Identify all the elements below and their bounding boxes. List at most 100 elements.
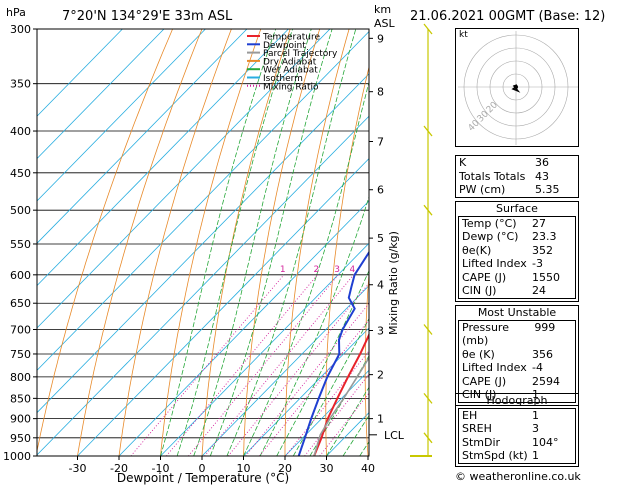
row-value: 27	[532, 216, 546, 230]
series-temperature	[313, 332, 369, 456]
mixing-ratio-line	[188, 274, 339, 456]
row-value: 352	[532, 243, 553, 257]
copyright: © weatheronline.co.uk	[455, 470, 581, 483]
table-row: CAPE (J) 1550	[459, 271, 575, 285]
pressure-tick-label: 400	[10, 125, 31, 138]
row-label: CAPE (J)	[462, 270, 507, 284]
pressure-tick-label: 450	[10, 167, 31, 180]
legend-label: Dry Adiabat	[263, 57, 317, 67]
table-row: CIN (J) 24	[459, 284, 575, 298]
mixing-ratio-line	[204, 274, 354, 456]
row-label: θe(K)	[462, 243, 492, 257]
pressure-tick-label: 350	[10, 78, 31, 91]
isotherm-line	[37, 29, 331, 329]
date-header: 21.06.2021 00GMT (Base: 12)	[410, 9, 606, 24]
table-row: CIN (J) 1	[459, 388, 575, 402]
isotherm-line	[118, 200, 369, 456]
row-value: 356	[532, 347, 553, 361]
most-unstable-panel: Most Unstable Pressure (mb) 999 θe (K) 356 Li…	[455, 305, 579, 406]
table-row: Lifted Index -3	[459, 257, 575, 271]
mixing-ratio-label: 20	[444, 265, 456, 275]
hodograph: 20 30 40 kt	[455, 28, 579, 147]
isotherm-line	[284, 369, 369, 456]
dry-adiabat	[37, 29, 173, 453]
temp-tick-label: 30	[320, 462, 334, 475]
indices-panel: K 36 Totals Totals 43 PW (cm) 5.35	[455, 155, 579, 198]
table-row: Totals Totals 43	[456, 170, 578, 184]
dry-adiabat	[201, 29, 291, 456]
km-tick-label: 1	[377, 413, 384, 426]
table-row: θe (K) 356	[459, 348, 575, 362]
isotherm-line	[37, 73, 369, 414]
section-body: EH 1 SREH 3 StmDir 104° StmSpd (kt) 1	[458, 407, 576, 464]
row-value: -3	[532, 257, 543, 270]
row-label: Lifted Index	[462, 257, 527, 270]
km-tick-label: 2	[377, 369, 384, 382]
row-label: Totals Totals	[459, 169, 526, 183]
row-value: 5.35	[535, 183, 560, 196]
section-title: Hodograph	[486, 394, 548, 407]
row-value: 1	[532, 408, 539, 422]
km-tick-label: 3	[377, 325, 384, 338]
row-value: 3	[532, 422, 539, 435]
row-value: 43	[535, 169, 549, 183]
wind-barb	[423, 204, 433, 216]
table-row: EH 1	[459, 409, 575, 423]
pressure-tick-label: 1000	[3, 450, 31, 463]
km-tick-label: 5	[377, 232, 384, 245]
section-body: Pressure (mb) 999 θe (K) 356 Lifted Index -4 C…	[458, 319, 576, 403]
row-value: -4	[532, 361, 543, 374]
pressure-tick-label: 900	[10, 413, 31, 426]
table-row: Temp (°C) 27	[459, 217, 575, 231]
wet-adiabat	[160, 29, 277, 456]
isotherm-line	[243, 327, 369, 456]
dry-adiabat	[403, 29, 437, 456]
pressure-tick-label: 850	[10, 392, 31, 405]
x-axis-label: Dewpoint / Temperature (°C)	[117, 471, 289, 485]
mixing-ratio-line	[245, 302, 369, 456]
wind-barb	[423, 392, 433, 404]
wind-barb	[423, 324, 433, 335]
pressure-tick-label: 800	[10, 371, 31, 384]
wind-barb	[423, 432, 433, 444]
isotherm-line	[37, 29, 165, 160]
table-row: K 36	[456, 156, 578, 170]
row-value: 2594	[532, 374, 560, 388]
dry-adiabat	[578, 29, 617, 456]
storm-motion-marker	[514, 85, 518, 89]
dry-adiabat	[160, 29, 262, 456]
temp-tick-label: 40	[361, 462, 375, 475]
legend-label: Parcel Trajectory	[263, 49, 338, 59]
temp-tick-label: 20	[278, 462, 292, 475]
km-tick-label: 6	[377, 184, 384, 197]
series-parcel-trajectory	[313, 356, 369, 456]
km-tick-label: 4	[377, 279, 384, 292]
section-title: Surface	[496, 202, 538, 215]
section-body: Temp (°C) 27 Dewp (°C) 23.3 θe(K) 352 Lifted I…	[458, 215, 576, 299]
hodograph-table-panel: Hodograph EH 1 SREH 3 StmDir 104° StmSpd (kt) 1	[455, 393, 579, 467]
temp-tick-label: 10	[237, 462, 251, 475]
km-tick-label: 7	[377, 136, 384, 149]
wet-adiabat	[309, 355, 369, 456]
hodograph-unit: kt	[459, 30, 468, 40]
legend-label: Dewpoint	[263, 41, 306, 51]
location-label: 7°20'N 134°29'E 33m ASL	[62, 9, 233, 24]
legend-label: Mixing Ratio	[263, 82, 319, 92]
isotherm-line	[37, 29, 206, 202]
isotherm-line	[37, 29, 248, 244]
row-label: StmDir	[462, 435, 501, 449]
row-value: 104°	[532, 435, 559, 449]
dry-adiabat	[118, 29, 232, 456]
asl-label: ASL	[374, 17, 396, 30]
lcl-label: LCL	[384, 429, 405, 442]
series-dewpoint	[297, 250, 369, 456]
mixing-ratio-label: 3	[334, 265, 340, 275]
section-title: Most Unstable	[477, 306, 557, 319]
temp-tick-label: -20	[110, 462, 128, 475]
row-value: 1	[532, 449, 539, 462]
row-value: 1	[532, 388, 539, 401]
surface-panel: Surface Temp (°C) 27 Dewp (°C) 23.3 θe(K) 352 L…	[455, 201, 579, 302]
dry-adiabat	[610, 29, 629, 456]
row-value: 36	[535, 156, 549, 169]
